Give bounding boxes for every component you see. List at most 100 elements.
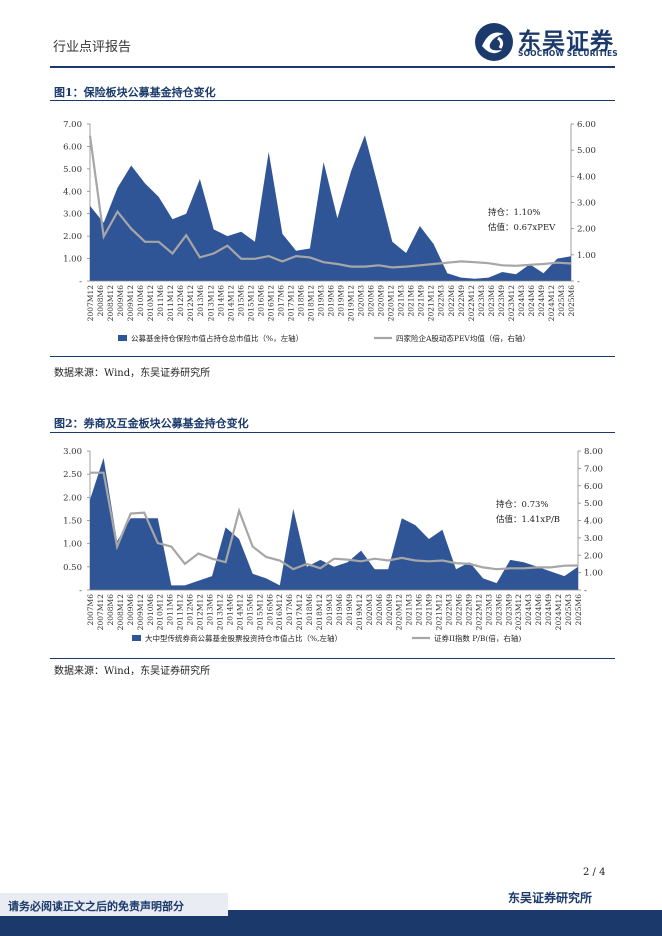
footer-disclaimer: 请务必阅读正文之后的免责声明部分 <box>8 900 184 913</box>
x-tick-label: 2023M12 <box>514 594 523 631</box>
x-tick-label: 2007M6 <box>86 594 95 626</box>
x-tick-label: 2019M12 <box>347 285 356 322</box>
y-right-tick-label: 4.00 <box>584 517 603 527</box>
figure1-bottom-rule <box>50 356 615 357</box>
footer-disclaimer-tab <box>0 893 228 916</box>
y-left-tick-label: 4.00 <box>63 187 82 197</box>
x-tick-label: 2020M12 <box>395 594 404 631</box>
x-tick-label: 2012M12 <box>186 285 195 322</box>
x-tick-label: 2015M6 <box>245 594 254 626</box>
x-tick-label: 2019M3 <box>317 285 326 317</box>
x-tick-label: 2016M12 <box>266 285 275 322</box>
y-right-tick-label: 6.00 <box>577 120 596 130</box>
x-tick-label: 2020M6 <box>375 594 384 626</box>
x-tick-label: 2021M3 <box>397 285 406 317</box>
figure2-title: 图2：券商及互金板块公募基金持仓变化 <box>54 417 249 430</box>
y-right-tick-label: - <box>584 586 587 596</box>
y-right-tick-label: 4.00 <box>577 172 596 182</box>
soochow-logo-icon <box>475 23 513 61</box>
figure1-top-rule <box>50 100 615 101</box>
y-right-tick-label: 8.00 <box>584 447 603 457</box>
x-tick-label: 2023M3 <box>477 285 486 317</box>
x-tick-label: 2019M6 <box>327 285 336 317</box>
y-left-tick-label: 1.00 <box>63 540 82 550</box>
x-tick-label: 2024M12 <box>554 594 563 631</box>
x-tick-label: 2024M6 <box>534 594 543 626</box>
x-tick-label: 2022M9 <box>464 594 473 626</box>
x-tick-label: 2010M6 <box>136 285 145 317</box>
x-tick-label: 2020M9 <box>385 594 394 626</box>
x-tick-label: 2019M12 <box>355 594 364 631</box>
y-left-tick-label: 3.00 <box>63 447 82 457</box>
x-tick-label: 2022M6 <box>447 285 456 317</box>
x-tick-label: 2013M12 <box>206 285 215 322</box>
figure2-top-rule <box>50 432 615 433</box>
report-type: 行业点评报告 <box>53 40 132 55</box>
x-tick-label: 2007M12 <box>96 594 105 631</box>
x-tick-label: 2018M12 <box>307 285 316 322</box>
legend-label-area: 公募基金持仓保险市值占持仓总市值比（%，左轴） <box>131 333 303 343</box>
x-tick-label: 2025M6 <box>567 285 576 317</box>
y-left-tick-label: - <box>79 277 82 287</box>
x-tick-label: 2017M6 <box>276 285 285 317</box>
y-left-tick-label: 5.00 <box>63 165 82 175</box>
annotation-valuation: 估值：0.67xPEV <box>488 222 556 233</box>
footer-brand: 东吴证券研究所 <box>508 891 593 905</box>
legend-swatch-area <box>132 635 141 641</box>
x-tick-label: 2023M6 <box>494 594 503 626</box>
x-tick-label: 2022M12 <box>474 594 483 631</box>
x-tick-label: 2013M6 <box>206 594 215 626</box>
y-left-tick-label: 3.00 <box>63 210 82 220</box>
x-tick-label: 2018M6 <box>296 285 305 317</box>
x-tick-label: 2022M3 <box>437 285 446 317</box>
x-tick-label: 2008M6 <box>106 594 115 626</box>
x-tick-label: 2019M9 <box>345 594 354 626</box>
y-left-tick-label: 2.50 <box>63 470 82 480</box>
x-tick-label: 2022M9 <box>457 285 466 317</box>
x-tick-label: 2012M6 <box>176 285 185 317</box>
x-tick-label: 2007M12 <box>86 285 95 322</box>
x-tick-label: 2019M3 <box>325 594 334 626</box>
x-tick-label: 2024M9 <box>537 285 546 317</box>
x-tick-label: 2015M12 <box>246 285 255 322</box>
x-tick-label: 2015M12 <box>255 594 264 631</box>
annotation-holding: 持仓：1.10% <box>488 207 541 218</box>
line-series <box>90 471 579 571</box>
x-tick-label: 2021M12 <box>435 594 444 631</box>
x-tick-label: 2021M12 <box>427 285 436 322</box>
x-tick-label: 2015M6 <box>236 285 245 317</box>
area-series <box>90 457 578 590</box>
x-tick-label: 2008M12 <box>116 594 125 631</box>
x-tick-label: 2016M6 <box>265 594 274 626</box>
x-tick-label: 2024M3 <box>524 594 533 626</box>
x-tick-label: 2022M12 <box>467 285 476 322</box>
x-tick-label: 2013M6 <box>196 285 205 317</box>
figure1-source: 数据来源：Wind，东吴证券研究所 <box>54 368 211 379</box>
legend-swatch-area <box>118 335 127 341</box>
y-right-tick-label: 5.00 <box>577 146 596 156</box>
x-tick-label: 2017M12 <box>286 285 295 322</box>
x-tick-label: 2010M12 <box>146 285 155 322</box>
x-tick-label: 2023M9 <box>504 594 513 626</box>
brand-logo: 东吴证券 SOOCHOW SECURITIES <box>474 22 624 62</box>
page-number: 2 / 4 <box>583 867 606 878</box>
x-tick-label: 2009M12 <box>126 285 135 322</box>
x-tick-label: 2020M6 <box>367 285 376 317</box>
x-tick-label: 2009M6 <box>126 594 135 626</box>
x-tick-label: 2014M12 <box>235 594 244 631</box>
x-tick-label: 2020M3 <box>357 285 366 317</box>
y-right-tick-label: - <box>577 277 580 287</box>
y-left-tick-label: 0.50 <box>63 563 82 573</box>
y-right-tick-label: 7.00 <box>584 464 603 474</box>
x-tick-label: 2017M6 <box>285 594 294 626</box>
x-tick-label: 2021M6 <box>415 594 424 626</box>
x-tick-label: 2019M9 <box>337 285 346 317</box>
x-tick-label: 2021M6 <box>407 285 416 317</box>
x-tick-label: 2009M6 <box>116 285 125 317</box>
x-tick-label: 2012M6 <box>186 594 195 626</box>
y-left-tick-label: 6.00 <box>63 142 82 152</box>
x-tick-label: 2022M6 <box>455 594 464 626</box>
x-tick-label: 2008M6 <box>96 285 105 317</box>
y-right-tick-label: 2.00 <box>577 225 596 235</box>
x-tick-label: 2021M9 <box>417 285 426 317</box>
